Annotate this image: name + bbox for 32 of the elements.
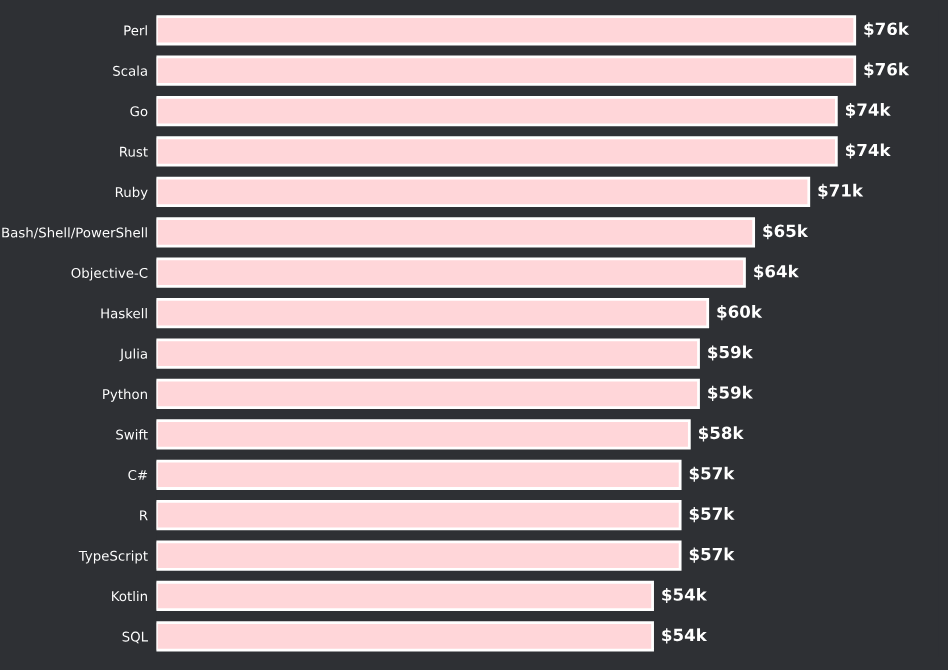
bar xyxy=(156,338,700,369)
bar xyxy=(156,459,682,490)
data-label: $57k xyxy=(689,507,735,523)
bar xyxy=(156,55,857,86)
data-label: $54k xyxy=(662,628,708,644)
data-label: $74k xyxy=(845,143,891,159)
data-label: $65k xyxy=(763,224,809,240)
bar xyxy=(156,378,700,410)
data-label: $76k xyxy=(864,22,910,38)
bar xyxy=(156,500,682,531)
data-label: $59k xyxy=(708,345,754,361)
data-label: $76k xyxy=(864,62,910,78)
bar xyxy=(156,540,682,571)
data-label: $58k xyxy=(698,426,744,442)
bar xyxy=(156,621,654,652)
bar xyxy=(156,580,654,612)
data-label: $54k xyxy=(662,587,708,604)
bar xyxy=(156,136,838,167)
bar xyxy=(156,217,756,248)
data-label: $57k xyxy=(689,466,735,482)
data-label: $59k xyxy=(708,385,754,401)
data-label: $60k xyxy=(717,305,763,321)
data-label: $64k xyxy=(754,264,799,280)
data-label: $57k xyxy=(689,547,735,563)
bar xyxy=(156,419,691,450)
bar xyxy=(156,176,811,208)
data-label: $74k xyxy=(845,103,891,119)
data-label: $71k xyxy=(818,183,864,199)
bar xyxy=(156,95,838,127)
bar xyxy=(156,297,710,329)
bar xyxy=(156,15,857,46)
bar xyxy=(156,257,746,288)
